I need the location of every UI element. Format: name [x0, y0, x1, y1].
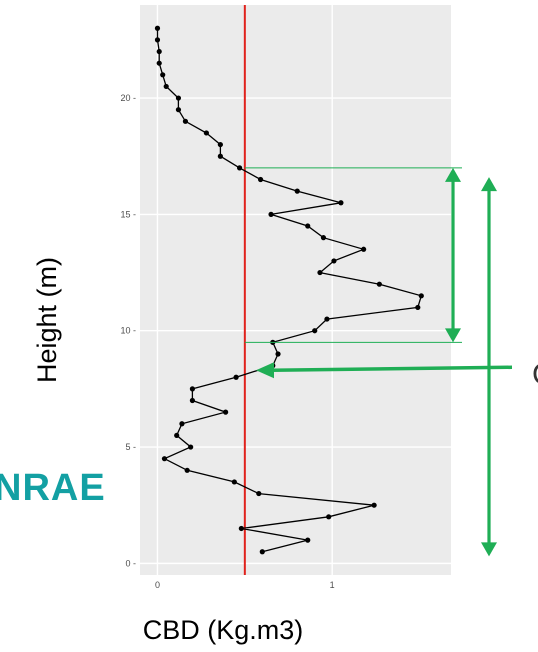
- data-point: [238, 525, 244, 532]
- data-point: [257, 176, 264, 183]
- data-point: [189, 386, 196, 392]
- arrow-head-down: [445, 328, 461, 343]
- data-point: [174, 432, 180, 439]
- annotations: [244, 167, 513, 557]
- data-point: [317, 269, 323, 276]
- data-point: [418, 293, 424, 299]
- inrae-logo: NRAE: [0, 467, 106, 509]
- arrow-head-up: [481, 177, 497, 192]
- pointer-arrow-shaft: [271, 365, 513, 373]
- data-point: [184, 467, 190, 473]
- x-axis-title: CBD (Kg.m3): [143, 615, 304, 645]
- data-point: [217, 141, 223, 148]
- data-point: [182, 118, 189, 124]
- y-axis-title: Height (m): [32, 257, 62, 383]
- data-point: [320, 235, 327, 241]
- data-point: [268, 211, 274, 217]
- data-point: [256, 490, 262, 497]
- data-point: [361, 246, 367, 252]
- data-point: [179, 421, 185, 427]
- data-point: [324, 316, 330, 322]
- data-point: [156, 48, 162, 55]
- data-point: [154, 37, 161, 43]
- clipped-edge-text: C: [532, 358, 538, 391]
- data-point: [231, 479, 237, 485]
- svg-text:NRAE: NRAE: [0, 467, 106, 509]
- data-point: [275, 351, 281, 357]
- arrow-head-down: [481, 542, 497, 557]
- data-point: [160, 72, 166, 78]
- y-tick-label: 5 -: [125, 442, 136, 452]
- y-tick-label: 15 -: [120, 209, 136, 219]
- data-point: [305, 537, 311, 543]
- data-point: [415, 304, 421, 311]
- data-point: [294, 188, 300, 194]
- x-tick-label: 0: [155, 580, 160, 590]
- data-point: [233, 374, 239, 380]
- data-point: [331, 258, 337, 264]
- data-point: [175, 95, 182, 101]
- tick-labels: 0 - 5 - 10 - 15 - 20 - 0 1: [120, 93, 334, 590]
- data-point: [217, 153, 223, 159]
- series-line: [156, 28, 423, 553]
- data-point: [154, 25, 161, 31]
- pointer-arrow-head: [256, 362, 274, 379]
- data-point: [312, 328, 318, 334]
- data-point: [188, 444, 194, 450]
- x-tick-label: 1: [330, 580, 335, 590]
- data-point: [371, 502, 377, 508]
- y-tick-label: 0 -: [125, 558, 136, 568]
- data-point: [223, 409, 229, 415]
- data-point: [259, 549, 265, 555]
- plot-panel: [140, 5, 451, 575]
- data-point: [305, 223, 311, 229]
- data-point: [236, 165, 243, 171]
- data-point: [161, 456, 168, 462]
- y-tick-label: 10 -: [120, 326, 136, 336]
- data-point: [326, 514, 332, 520]
- data-point: [189, 397, 196, 404]
- cbd-series: [154, 25, 424, 555]
- data-point: [156, 60, 162, 66]
- y-tick-label: 20 -: [120, 93, 136, 103]
- data-point: [203, 130, 209, 136]
- arrow-head-up: [445, 167, 461, 182]
- data-point: [163, 83, 169, 90]
- data-point: [175, 107, 182, 113]
- data-point: [338, 200, 344, 206]
- data-point: [376, 281, 382, 287]
